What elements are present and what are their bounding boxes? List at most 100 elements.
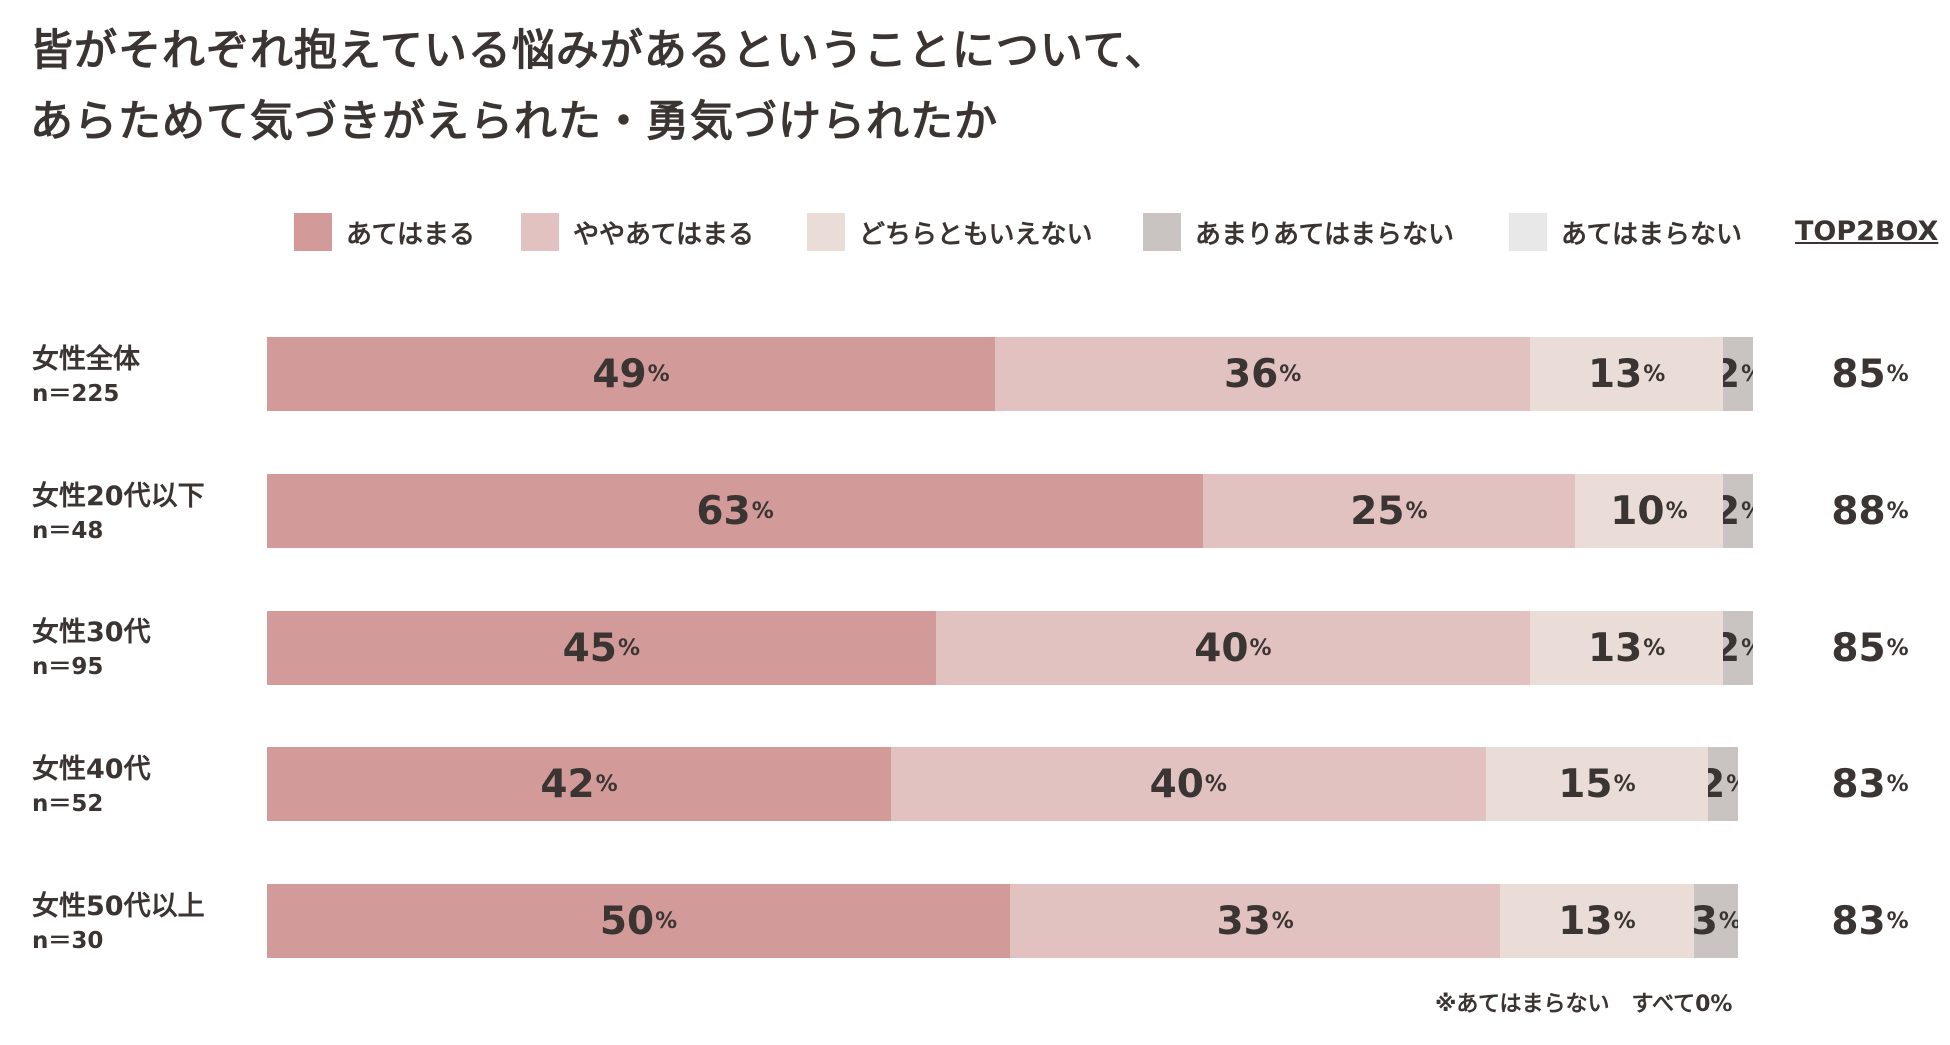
legend-swatch [1509,213,1547,251]
bar-segment: 50% [267,884,1010,958]
percent-sign: % [1741,499,1753,524]
data-label: 15 [1558,761,1613,807]
percent-sign: % [1613,771,1636,797]
percent-sign: % [751,498,774,524]
data-label: 13 [1588,625,1643,671]
percent-sign: % [1886,498,1909,524]
percent-sign: % [1204,771,1227,797]
bar-segment: 40% [891,747,1486,821]
data-label: 3 [1693,898,1718,944]
chart-title-line-2: あらためて気づきがえられた・勇気づけられたか [30,97,998,147]
top2box-value: 85% [1815,611,1925,685]
percent-sign: % [1405,498,1428,524]
percent-sign: % [1719,909,1738,934]
top2box-number: 88 [1831,488,1886,534]
top2box-value: 85% [1815,337,1925,411]
legend-label: ややあてはまる [573,219,754,250]
top2box-header: TOP2BOX [1795,216,1939,247]
bar-segment: 3% [1693,884,1739,958]
data-label: 2 [1723,625,1741,671]
bar-segment: 13% [1500,884,1694,958]
legend-item-yaya-atehamaru: ややあてはまる [521,210,754,254]
percent-sign: % [617,635,640,661]
percent-sign: % [1741,636,1753,661]
percent-sign: % [647,361,670,387]
percent-sign: % [1643,361,1666,387]
legend-swatch [294,213,332,251]
top2box-value: 83% [1815,884,1925,958]
chart-title-line-1: 皆がそれぞれ抱えている悩みがあるということについて、 [30,26,1169,76]
stacked-bar: 42%40%15%2% [267,747,1753,821]
legend-item-atehamaru: あてはまる [294,210,475,254]
stacked-bar: 50%33%13%3% [267,884,1753,958]
legend-swatch [521,213,559,251]
bar-segment: 42% [267,747,892,821]
row-label: 女性40代 n＝52 [32,752,151,820]
stacked-bar: 63%25%10%2% [267,474,1753,548]
data-label: 13 [1558,898,1613,944]
legend-swatch [1143,213,1181,251]
bar-segment: 63% [267,474,1204,548]
legend-item-amari-atehamaranai: あまりあてはまらない [1143,210,1454,254]
bar-segment: 2% [1723,474,1753,548]
top2box-value: 83% [1815,747,1925,821]
percent-sign: % [1249,635,1272,661]
legend-label: あてはまらない [1561,219,1742,250]
bar-segment: 2% [1723,611,1753,685]
percent-sign: % [1279,361,1302,387]
percent-sign: % [1886,635,1909,661]
percent-sign: % [1726,772,1738,797]
top2box-number: 83 [1831,898,1886,944]
data-label: 40 [1194,625,1249,671]
data-label: 63 [696,488,751,534]
top2box-number: 83 [1831,761,1886,807]
percent-sign: % [1886,361,1909,387]
top2box-value: 88% [1815,474,1925,548]
percent-sign: % [1271,908,1294,934]
legend-swatch [807,213,845,251]
data-label: 40 [1149,761,1204,807]
percent-sign: % [1665,498,1688,524]
bar-segment: 2% [1723,337,1753,411]
category-label: 女性50代以上 [32,891,205,922]
data-label: 36 [1223,351,1279,397]
bar-segment: 40% [935,611,1531,685]
percent-sign: % [595,771,618,797]
bar-segment: 2% [1708,747,1739,821]
legend-label: あまりあてはまらない [1195,219,1454,250]
footnote: ※あてはまらない すべて0% [1435,992,1733,1017]
legend: あてはまる ややあてはまる どちらともいえない あまりあてはまらない あてはまら… [0,210,1950,254]
category-label: 女性30代 [32,617,151,648]
legend-item-atehamaranai: あてはまらない [1509,210,1742,254]
row-label: 女性20代以下 n＝48 [32,479,205,547]
row-label: 女性全体 n＝225 [32,342,140,410]
legend-item-dochiratomo: どちらともいえない [807,210,1092,254]
bar-segment: 25% [1203,474,1575,548]
top2box-number: 85 [1831,625,1886,671]
bar-segment: 13% [1530,611,1724,685]
sample-size-label: n＝95 [32,654,104,680]
data-label: 50 [599,898,655,944]
category-label: 女性20代以下 [32,481,205,512]
data-label: 2 [1723,488,1741,534]
data-label: 10 [1610,488,1665,534]
stacked-bar: 49%36%13%2% [267,337,1753,411]
row-label: 女性50代以上 n＝30 [32,889,205,957]
percent-sign: % [1741,362,1753,387]
percent-sign: % [1643,635,1666,661]
sample-size-label: n＝48 [32,518,104,544]
percent-sign: % [655,908,678,934]
data-label: 13 [1588,351,1643,397]
bar-segment: 49% [267,337,996,411]
data-label: 45 [562,625,617,671]
percent-sign: % [1886,771,1909,797]
top2box-number: 85 [1831,351,1886,397]
bar-segment: 15% [1485,747,1709,821]
row-label: 女性30代 n＝95 [32,615,151,683]
sample-size-label: n＝52 [32,791,104,817]
data-label: 42 [540,761,595,807]
legend-label: どちらともいえない [859,219,1093,250]
data-label: 49 [592,351,647,397]
legend-label: あてはまる [346,219,475,250]
bar-segment: 10% [1574,474,1724,548]
